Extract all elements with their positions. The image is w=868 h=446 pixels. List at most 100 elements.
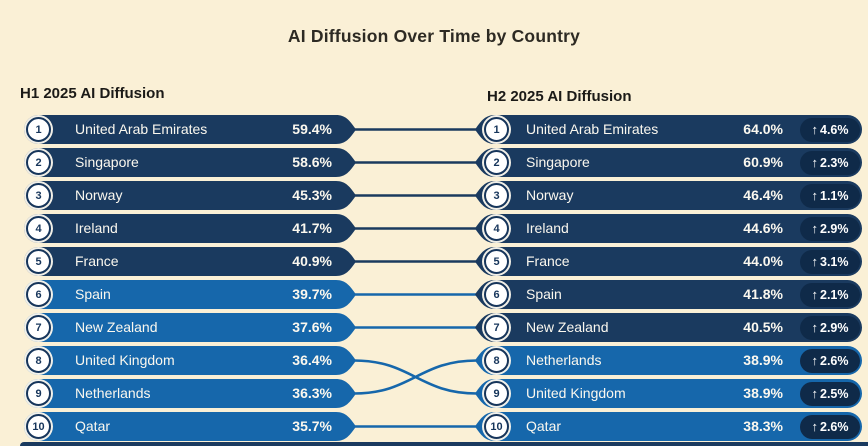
ranked-row[interactable]: 1 United Arab Emirates 64.0% ↑ 4.6% [475, 115, 862, 144]
ranked-row[interactable]: 3 Norway 45.3% [24, 181, 356, 210]
change-badge: ↑ 2.3% [800, 150, 860, 175]
rank-badge: 5 [26, 249, 51, 274]
row-pill-shape [475, 115, 862, 144]
up-arrow-icon: ↑ [811, 254, 819, 269]
country-label: New Zealand [75, 319, 158, 335]
value-label: 46.4% [743, 187, 783, 203]
row-pill-shape [475, 247, 862, 276]
country-label: France [526, 253, 570, 269]
change-value: 2.6% [820, 353, 849, 368]
rank-badge: 9 [484, 381, 509, 406]
ranked-row[interactable]: 4 Ireland 41.7% [24, 214, 356, 243]
rank-badge: 6 [484, 282, 509, 307]
up-arrow-icon: ↑ [811, 188, 819, 203]
ranked-row[interactable]: 7 New Zealand 40.5% ↑ 2.9% [475, 313, 862, 342]
ranked-row[interactable]: 10 Qatar 38.3% ↑ 2.6% [475, 412, 862, 441]
country-label: United Kingdom [75, 352, 175, 368]
ranked-row[interactable]: 9 Netherlands 36.3% [24, 379, 356, 408]
rank-badge: 8 [26, 348, 51, 373]
change-badge: ↑ 3.1% [800, 249, 860, 274]
rank-badge: 8 [484, 348, 509, 373]
value-label: 41.8% [743, 286, 783, 302]
value-label: 45.3% [292, 187, 332, 203]
value-label: 38.3% [743, 418, 783, 434]
ranked-row[interactable]: 9 United Kingdom 38.9% ↑ 2.5% [475, 379, 862, 408]
value-label: 40.9% [292, 253, 332, 269]
value-label: 38.9% [743, 352, 783, 368]
value-label: 40.5% [743, 319, 783, 335]
ranked-row[interactable]: 8 Netherlands 38.9% ↑ 2.6% [475, 346, 862, 375]
country-label: Norway [75, 187, 123, 203]
up-arrow-icon: ↑ [811, 386, 819, 401]
rank-badge: 5 [484, 249, 509, 274]
ranked-row[interactable]: 3 Norway 46.4% ↑ 1.1% [475, 181, 862, 210]
rank-badge: 10 [26, 414, 51, 439]
row-pill-shape [475, 346, 862, 375]
ranked-row[interactable]: 1 United Arab Emirates 59.4% [24, 115, 356, 144]
up-arrow-icon: ↑ [811, 122, 819, 137]
change-badge: ↑ 2.6% [800, 348, 860, 373]
ranked-row[interactable]: 6 Spain 41.8% ↑ 2.1% [475, 280, 862, 309]
rank-badge: 4 [26, 216, 51, 241]
country-label: Singapore [526, 154, 590, 170]
row-pill-shape [24, 412, 356, 441]
ranked-row[interactable]: 2 Singapore 60.9% ↑ 2.3% [475, 148, 862, 177]
value-label: 58.6% [292, 154, 332, 170]
change-value: 2.1% [820, 287, 849, 302]
ranked-row[interactable]: 10 Qatar 35.7% [24, 412, 356, 441]
value-label: 44.0% [743, 253, 783, 269]
country-label: New Zealand [526, 319, 609, 335]
row-pill-shape [475, 313, 862, 342]
row-pill-shape [24, 379, 356, 408]
ranked-row[interactable]: 7 New Zealand 37.6% [24, 313, 356, 342]
ranked-row[interactable]: 4 Ireland 44.6% ↑ 2.9% [475, 214, 862, 243]
change-value: 1.1% [820, 188, 849, 203]
row-pill-shape [24, 346, 356, 375]
ranked-row[interactable]: 2 Singapore 58.6% [24, 148, 356, 177]
up-arrow-icon: ↑ [811, 287, 819, 302]
country-label: United Arab Emirates [526, 121, 659, 137]
country-label: Qatar [526, 418, 562, 434]
ranked-row[interactable]: 5 France 44.0% ↑ 3.1% [475, 247, 862, 276]
ranked-row[interactable]: 5 France 40.9% [24, 247, 356, 276]
change-value: 4.6% [820, 122, 849, 137]
ranked-row[interactable]: 8 United Kingdom 36.4% [24, 346, 356, 375]
rank-badge: 10 [484, 414, 509, 439]
rank-badge: 2 [26, 150, 51, 175]
change-badge: ↑ 2.9% [800, 315, 860, 340]
right-column-header: H2 2025 AI Diffusion [487, 88, 632, 105]
row-pill-shape [475, 148, 862, 177]
cropped-next-row-bar [20, 442, 868, 446]
rank-badge: 1 [484, 117, 509, 142]
rank-badge: 7 [26, 315, 51, 340]
change-value: 2.9% [820, 320, 849, 335]
rank-badge: 6 [26, 282, 51, 307]
value-label: 41.7% [292, 220, 332, 236]
up-arrow-icon: ↑ [811, 221, 819, 236]
row-pill-shape [475, 214, 862, 243]
change-badge: ↑ 2.5% [800, 381, 860, 406]
change-value: 2.6% [820, 419, 849, 434]
rank-badge: 4 [484, 216, 509, 241]
rank-badge: 7 [484, 315, 509, 340]
country-label: Singapore [75, 154, 139, 170]
change-badge: ↑ 2.9% [800, 216, 860, 241]
country-label: Spain [526, 286, 562, 302]
up-arrow-icon: ↑ [811, 320, 819, 335]
rank-badge: 3 [26, 183, 51, 208]
row-pill-shape [24, 148, 356, 177]
change-badge: ↑ 2.1% [800, 282, 860, 307]
row-pill-shape [24, 313, 356, 342]
left-column-header: H1 2025 AI Diffusion [20, 85, 165, 102]
value-label: 36.3% [292, 385, 332, 401]
rank-badge: 3 [484, 183, 509, 208]
row-pill-shape [475, 181, 862, 210]
change-value: 2.5% [820, 386, 849, 401]
ranked-row[interactable]: 6 Spain 39.7% [24, 280, 356, 309]
value-label: 60.9% [743, 154, 783, 170]
change-badge: ↑ 1.1% [800, 183, 860, 208]
chart-title: AI Diffusion Over Time by Country [287, 26, 581, 46]
row-pill-shape [24, 214, 356, 243]
